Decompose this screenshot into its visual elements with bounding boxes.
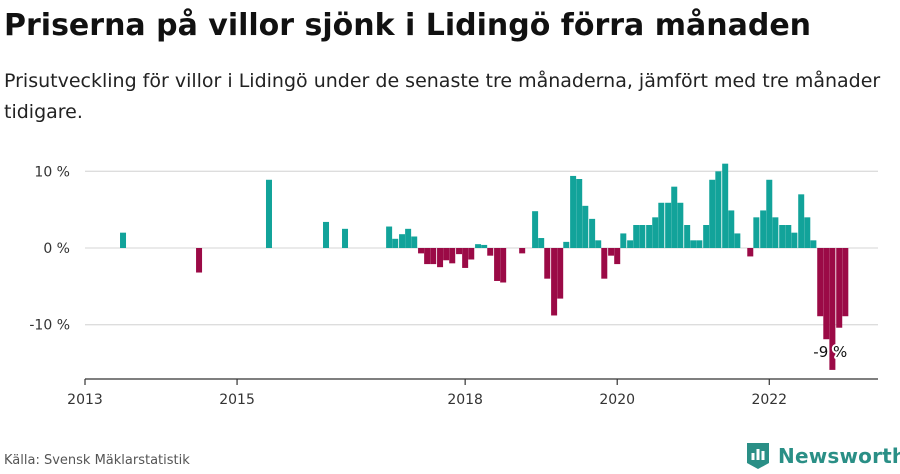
bar: [677, 202, 684, 248]
bar: [487, 248, 494, 256]
bar: [652, 217, 659, 248]
bar: [392, 238, 399, 248]
bar: [608, 248, 615, 256]
bar: [475, 244, 482, 248]
annotations: -9 %: [811, 341, 849, 363]
bar: [323, 221, 330, 248]
bar: [481, 244, 488, 248]
bar: [779, 225, 786, 248]
bar: [449, 248, 456, 264]
bar: [265, 179, 272, 248]
y-tick-label: 10 %: [34, 164, 70, 180]
source-note: Källa: Svensk Mäklarstatistik: [4, 453, 190, 468]
bar: [658, 202, 665, 248]
bar: [722, 163, 729, 248]
bar: [671, 186, 678, 248]
annotation-label: -9 %: [813, 343, 847, 361]
bar: [804, 217, 811, 248]
bar: [836, 248, 843, 328]
bar: [715, 171, 722, 248]
y-tick-label: -10 %: [29, 318, 70, 334]
bar: [582, 205, 589, 248]
chart-subtitle: Prisutveckling för villor i Lidingö unde…: [4, 70, 881, 123]
bar: [620, 233, 627, 248]
bar: [791, 232, 798, 248]
bar: [734, 233, 741, 248]
brand-logo: Newsworthy: [745, 441, 900, 471]
bar: [437, 248, 444, 268]
bar: [798, 194, 805, 248]
x-tick-label: 2020: [599, 392, 635, 408]
x-tick-label: 2022: [751, 392, 787, 408]
bar: [563, 241, 570, 248]
bar: [665, 202, 672, 248]
tick-labels: 10 % 0 % -10 % 2013 2015 2018 2020 2022: [29, 164, 787, 408]
bar: [456, 248, 463, 255]
x-tick-label: 2013: [67, 392, 103, 408]
bar: [766, 179, 773, 248]
bar: [399, 234, 406, 248]
x-tick-label: 2018: [447, 392, 483, 408]
bar: [627, 240, 634, 248]
bar: [462, 248, 469, 268]
bar: [728, 210, 735, 248]
bar: [430, 248, 437, 265]
bar: [639, 225, 646, 248]
bar: [424, 248, 431, 265]
bar: [551, 248, 558, 316]
bar: [538, 238, 545, 248]
bar: [589, 218, 596, 248]
bar: [576, 179, 583, 248]
bar: [500, 248, 507, 283]
bar: [570, 175, 577, 248]
bars: [120, 163, 849, 370]
bar: [614, 248, 621, 265]
bar: [817, 248, 824, 317]
bar: [690, 240, 697, 248]
bar: [760, 210, 767, 248]
bar: [443, 248, 450, 261]
bar: [519, 248, 526, 254]
bar: [747, 248, 754, 257]
bar-chart: 10 % 0 % -10 % 2013 2015 2018 2020 2022 -9 %: [29, 163, 878, 408]
bar: [411, 236, 418, 248]
bar: [810, 240, 817, 248]
bar: [709, 179, 716, 248]
bar: [601, 248, 608, 279]
bar: [829, 248, 836, 370]
bar: [753, 217, 760, 248]
bar: [532, 211, 539, 248]
bar: [595, 240, 602, 248]
bar: [342, 228, 349, 248]
bar: [696, 240, 703, 248]
chart-title: Priserna på villor sjönk i Lidingö förra…: [4, 8, 812, 43]
x-tick-label: 2015: [219, 392, 255, 408]
y-tick-label: 0 %: [43, 241, 70, 257]
bar: [823, 248, 830, 340]
bar: [646, 225, 653, 248]
bar: [418, 248, 425, 254]
bar: [468, 248, 475, 260]
bar-chart-logo-icon: [747, 443, 769, 469]
bar: [703, 225, 710, 248]
bar: [544, 248, 551, 279]
bar: [405, 228, 412, 248]
bar: [557, 248, 564, 299]
x-axis: [84, 378, 878, 385]
bar: [842, 248, 849, 317]
bar: [120, 232, 127, 248]
bar: [633, 225, 640, 248]
bar: [785, 225, 792, 248]
bar: [772, 217, 779, 248]
bar: [494, 248, 501, 281]
bar: [196, 248, 203, 273]
brand-name: Newsworthy: [778, 444, 900, 468]
bar: [684, 225, 691, 248]
bar: [386, 226, 393, 248]
